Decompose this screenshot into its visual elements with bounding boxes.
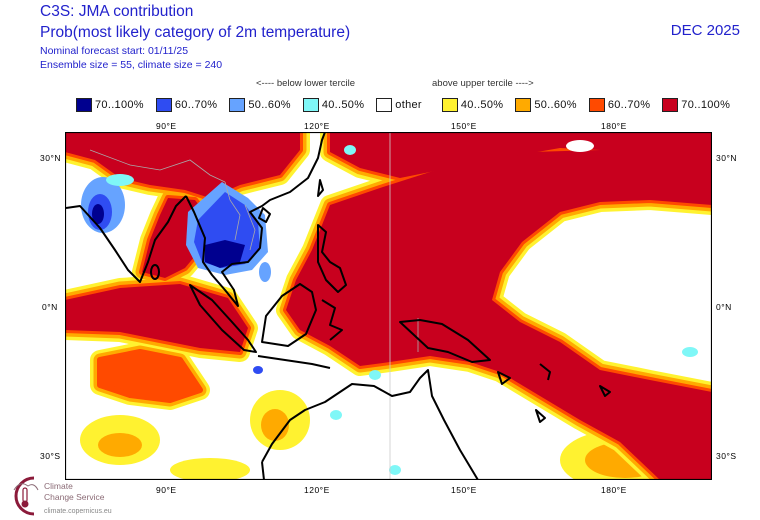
legend-item: 70..100% bbox=[662, 98, 730, 112]
legend-below-label: <---- below lower tercile bbox=[256, 78, 355, 89]
valid-month: DEC 2025 bbox=[670, 22, 740, 39]
lat-label: 30°N bbox=[716, 153, 737, 163]
legend: 70..100% 60..70% 50..60% 40..50% other 4… bbox=[76, 98, 742, 112]
legend-label: 50..60% bbox=[248, 99, 291, 111]
legend-label: 60..70% bbox=[174, 99, 218, 111]
ensemble-info: Ensemble size = 55, climate size = 240 bbox=[40, 59, 223, 71]
logo-name-line1: Climate bbox=[44, 481, 73, 491]
legend-label: 40..50% bbox=[321, 99, 365, 111]
legend-item: 50..60% bbox=[515, 98, 577, 112]
legend-item: other bbox=[376, 98, 422, 112]
legend-swatch bbox=[441, 98, 458, 112]
lon-label: 180°E bbox=[601, 121, 627, 131]
legend-label: 70..100% bbox=[95, 99, 144, 111]
lat-label: 30°S bbox=[40, 451, 61, 461]
copernicus-logo: Climate Change Service climate.copernicu… bbox=[4, 474, 112, 520]
lon-label: 120°E bbox=[304, 485, 330, 495]
lat-label: 30°S bbox=[716, 451, 737, 461]
legend-swatch bbox=[302, 98, 319, 112]
lat-label: 0°N bbox=[716, 302, 732, 312]
lon-label: 150°E bbox=[451, 485, 477, 495]
legend-label: 40..50% bbox=[460, 99, 504, 111]
chart-subtitle: Prob(most likely category of 2m temperat… bbox=[40, 24, 351, 41]
legend-item: 60..70% bbox=[588, 98, 651, 112]
legend-item: 40..50% bbox=[441, 98, 504, 112]
legend-item: 50..60% bbox=[229, 98, 291, 112]
legend-swatch bbox=[662, 98, 679, 112]
legend-swatch bbox=[155, 98, 172, 112]
legend-label: 50..60% bbox=[534, 99, 577, 111]
forecast-start: Nominal forecast start: 01/11/25 bbox=[40, 45, 189, 57]
legend-swatch bbox=[515, 98, 532, 112]
lat-label: 30°N bbox=[40, 153, 61, 163]
legend-item: 40..50% bbox=[302, 98, 365, 112]
logo-url: climate.copernicus.eu bbox=[44, 508, 112, 515]
cold-anomaly-regions bbox=[81, 145, 698, 475]
legend-swatch bbox=[376, 98, 393, 112]
lat-label: 0°N bbox=[42, 302, 58, 312]
legend-swatch bbox=[229, 98, 246, 112]
legend-swatch bbox=[76, 98, 92, 112]
climate-thermometer-icon bbox=[13, 476, 39, 516]
legend-item: 70..100% bbox=[76, 98, 144, 112]
legend-label: 70..100% bbox=[681, 99, 731, 111]
coastlines bbox=[65, 132, 611, 480]
chart-title: C3S: JMA contribution bbox=[40, 3, 194, 20]
probability-map bbox=[65, 132, 712, 480]
lon-label: 150°E bbox=[451, 121, 477, 131]
lon-label: 90°E bbox=[156, 121, 177, 131]
legend-above-label: above upper tercile ----> bbox=[432, 78, 534, 89]
lon-label: 120°E bbox=[304, 121, 330, 131]
country-borders bbox=[89, 132, 419, 480]
lon-label: 180°E bbox=[601, 485, 627, 495]
legend-label: other bbox=[395, 99, 422, 111]
logo-name-line2: Change Service bbox=[44, 492, 105, 502]
legend-swatch bbox=[588, 98, 605, 112]
legend-item: 60..70% bbox=[155, 98, 218, 112]
legend-label: 60..70% bbox=[607, 99, 651, 111]
lon-label: 90°E bbox=[156, 485, 177, 495]
